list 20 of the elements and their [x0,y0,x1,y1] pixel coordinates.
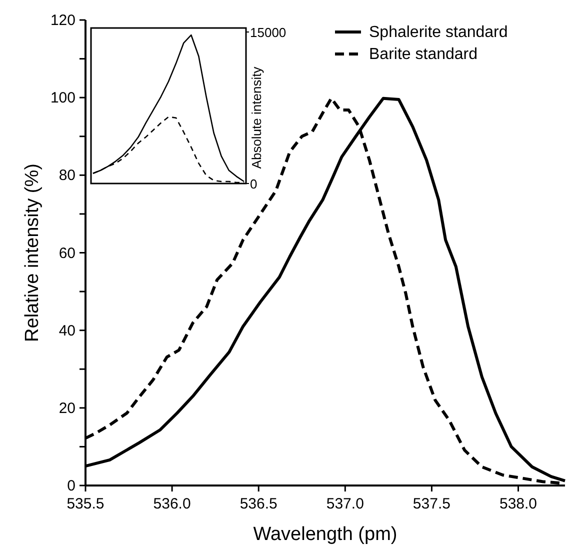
y-tick-label: 100 [50,90,76,107]
x-tick-label: 538.0 [499,496,538,512]
y-axis-title: Absolute intensity [249,66,264,169]
y-tick-label: 60 [58,244,76,262]
x-tick-label: 536.5 [240,496,278,512]
y-tick-label: 0 [67,478,76,494]
legend-label: Sphalerite standard [369,24,508,41]
y-tick-label: 80 [58,167,76,184]
y-tick-label: 0 [250,176,258,192]
x-axis-title: Wavelength (pm) [253,524,398,545]
legend-label: Barite standard [369,46,478,63]
x-tick-label: 536.0 [153,496,191,512]
x-tick-label: 537.0 [326,496,364,512]
x-tick-label: 535.5 [66,496,104,512]
y-tick-label: 15000 [250,25,286,40]
y-tick-label: 120 [50,12,76,29]
y-tick-label: 20 [58,400,76,417]
y-axis-title: Relative intensity (%) [22,164,43,342]
y-tick-label: 40 [58,322,76,340]
x-tick-label: 537.5 [412,496,450,512]
